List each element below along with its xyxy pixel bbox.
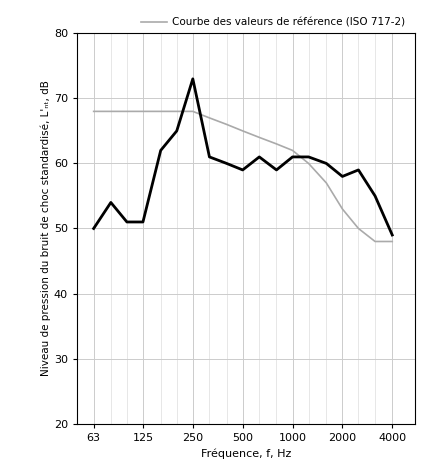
Line: Courbe des valeurs de référence (ISO 717-2): Courbe des valeurs de référence (ISO 717… — [94, 111, 392, 241]
Courbe des valeurs de référence (ISO 717-2) — [174, 109, 179, 114]
Courbe des valeurs de référence (ISO 717-2) — [290, 148, 295, 153]
Courbe des valeurs de référence (ISO 717-2) — [207, 115, 212, 121]
Courbe des valeurs de référence (ISO 717-2) — [240, 128, 245, 134]
Courbe des valeurs de référence (ISO 717-2) — [340, 206, 345, 212]
Courbe des valeurs de référence (ISO 717-2) — [91, 109, 96, 114]
Courbe des valeurs de référence (ISO 717-2) — [389, 238, 395, 244]
Courbe des valeurs de référence (ISO 717-2) — [274, 141, 279, 147]
Courbe des valeurs de référence (ISO 717-2) — [140, 109, 146, 114]
Legend: Courbe des valeurs de référence (ISO 717-2): Courbe des valeurs de référence (ISO 717… — [137, 13, 410, 31]
Courbe des valeurs de référence (ISO 717-2) — [306, 160, 311, 166]
Courbe des valeurs de référence (ISO 717-2) — [190, 109, 195, 114]
Courbe des valeurs de référence (ISO 717-2) — [324, 180, 329, 186]
Courbe des valeurs de référence (ISO 717-2) — [108, 109, 113, 114]
Y-axis label: Niveau de pression du bruit de choc standardisé, L'ₙₜ, dB: Niveau de pression du bruit de choc stan… — [41, 80, 51, 377]
Courbe des valeurs de référence (ISO 717-2) — [124, 109, 129, 114]
Courbe des valeurs de référence (ISO 717-2) — [257, 135, 262, 140]
Courbe des valeurs de référence (ISO 717-2) — [372, 238, 377, 244]
Courbe des valeurs de référence (ISO 717-2) — [356, 226, 361, 231]
Courbe des valeurs de référence (ISO 717-2) — [158, 109, 163, 114]
Courbe des valeurs de référence (ISO 717-2) — [224, 121, 229, 127]
X-axis label: Fréquence, f, Hz: Fréquence, f, Hz — [201, 448, 291, 459]
